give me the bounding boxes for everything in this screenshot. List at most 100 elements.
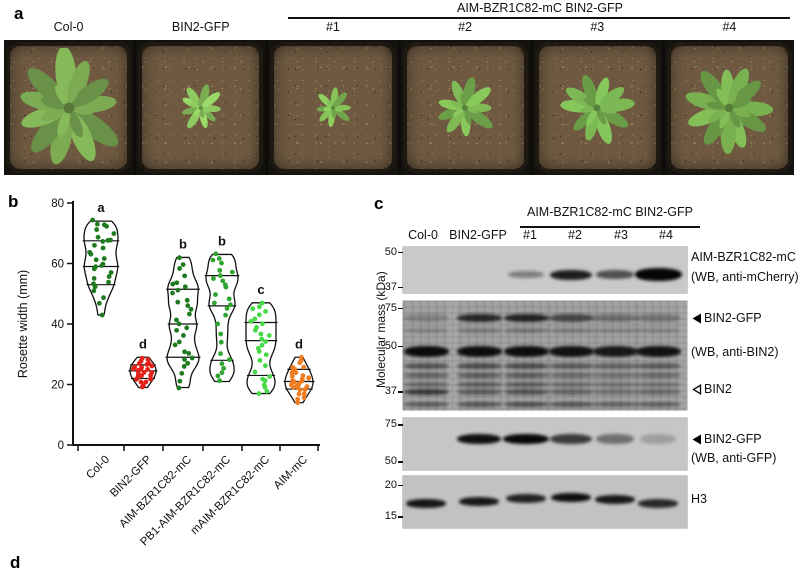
violin-PB1-AIM-BZR1C82-mC [204,251,240,384]
protein-band [503,401,549,407]
protein-band [548,363,594,370]
protein-band [635,345,681,357]
annotation-wb-anti-mcherry: (WB, anti-mCherry) [691,270,798,284]
y-axis-label: Rosette width (mm) [16,270,30,378]
significance-letter: d [139,336,147,351]
protein-band [548,313,594,322]
protein-band [548,389,594,395]
data-point [264,388,270,394]
data-point [289,370,295,376]
data-point [297,387,303,393]
data-point [95,234,101,240]
data-point [176,321,182,327]
data-point [96,300,102,306]
molecular-mass-marker: 20 [384,478,397,491]
data-point [145,367,151,372]
data-point [92,242,97,248]
data-point [291,379,297,385]
data-point [250,306,256,312]
protein-band [403,345,449,357]
data-point [267,374,273,379]
x-category-label: Col-0 [84,454,112,482]
data-point [182,349,187,355]
data-point [88,251,94,257]
data-point [91,266,97,272]
photo-label: #3 [590,20,605,34]
data-point [176,385,182,391]
protein-band [456,327,502,333]
data-point [262,384,268,390]
significance-letter: c [257,282,264,297]
photo-label: #4 [722,20,737,34]
data-point [92,284,98,290]
data-point [184,297,190,303]
protein-band [592,313,638,322]
data-point [217,378,223,384]
data-point [263,339,268,344]
protein-band [506,493,546,503]
protein-band [548,327,594,333]
protein-band [595,494,635,504]
data-point [94,221,100,227]
protein-band [503,327,549,333]
data-point [179,370,185,376]
data-point [229,269,235,275]
protein-band [635,382,681,388]
panel-c-label: c [374,194,384,213]
anti-GFP blot [403,418,687,470]
data-point [256,304,262,310]
data-point [139,373,144,378]
protein-band [635,373,681,379]
protein-band [456,401,502,407]
data-point [100,239,106,244]
data-point [101,256,107,261]
protein-band [638,271,648,278]
data-point [189,355,195,361]
protein-band [456,382,502,388]
data-point [91,275,97,281]
protein-band [592,401,638,407]
protein-band [403,327,449,333]
data-point [177,378,183,384]
data-point [301,395,307,400]
data-point [259,342,265,348]
data-point [223,284,229,290]
data-point [228,302,233,308]
data-point [93,257,99,263]
plant-photo [664,40,795,175]
protein-band [456,363,502,370]
data-point [259,321,265,327]
protein-band [634,268,682,282]
arrowhead-open-icon [692,383,702,395]
data-point [210,257,216,263]
lane-label: Col-0 [408,228,438,242]
protein-band [403,373,449,379]
protein-band [640,433,676,444]
data-point [136,361,142,366]
panel-a-group-header: AIM-BZR1C82-mC BIN2-GFP [457,1,623,15]
panel-d-label-partial: d [10,553,21,572]
protein-band [592,363,638,370]
data-point [174,280,180,286]
data-point [99,263,105,268]
protein-band [456,345,502,357]
molecular-mass-marker: 37 [384,385,397,397]
plant-photo [136,40,266,175]
data-point [108,270,114,275]
annotation-bin2: BIN2 [691,382,732,396]
annotation-h3: H3 [691,492,707,506]
data-point [296,381,302,386]
panel-b-label: b [8,192,19,211]
molecular-mass-marker: 15 [384,510,397,523]
protein-band [459,496,499,506]
x-category-label: AIM-BZR1C82-mC [117,454,194,531]
protein-band [596,270,634,280]
photo-label: #2 [458,20,473,34]
protein-band [403,313,449,322]
marker-tick [398,461,403,463]
arabidopsis-rosette [560,74,635,144]
data-point [224,306,230,311]
arabidopsis-rosette [316,87,351,127]
data-point [174,327,180,333]
arrowhead-filled-icon [692,434,701,444]
